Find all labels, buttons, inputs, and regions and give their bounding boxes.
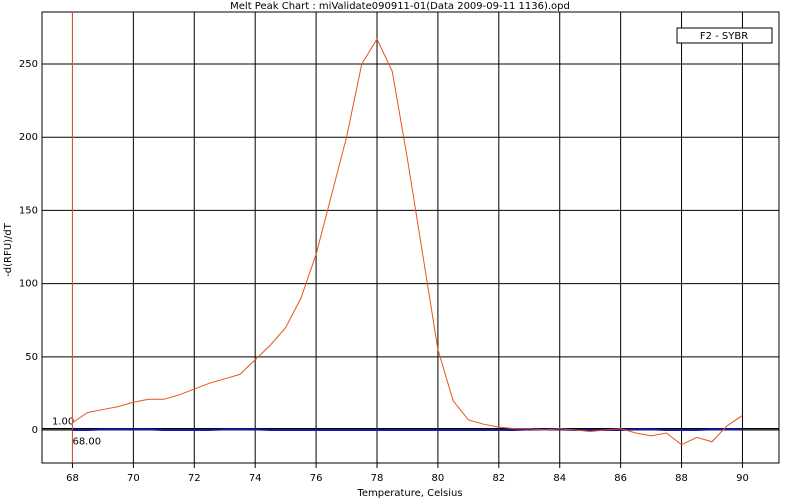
y-axis-label: -d(RFU)/dT <box>3 222 14 276</box>
threshold-label: 1.00 <box>52 417 74 428</box>
y-tick-label: 200 <box>19 132 38 143</box>
legend-box <box>676 27 773 44</box>
x-tick-label: 68 <box>66 473 79 484</box>
x-tick-label: 90 <box>736 473 749 484</box>
legend-label: F2 - SYBR <box>700 31 748 42</box>
y-tick-label: 150 <box>19 205 38 216</box>
series-line <box>72 428 743 432</box>
x-tick-label: 76 <box>310 473 323 484</box>
y-tick-label: 50 <box>25 352 38 363</box>
x-axis-label: Temperature, Celsius <box>356 488 462 499</box>
x-tick-label: 84 <box>553 473 566 484</box>
cursor-label: 68.00 <box>72 437 101 448</box>
x-tick-label: 80 <box>432 473 445 484</box>
y-tick-label: 250 <box>19 59 38 70</box>
x-tick-label: 88 <box>675 473 688 484</box>
x-tick-label: 70 <box>127 473 140 484</box>
y-tick-label: 100 <box>19 279 38 290</box>
y-tick-label: 0 <box>32 425 38 436</box>
x-tick-label: 82 <box>492 473 505 484</box>
plot-area <box>41 11 780 464</box>
x-tick-label: 72 <box>188 473 201 484</box>
x-tick-label: 86 <box>614 473 627 484</box>
chart-title: Melt Peak Chart : miValidate090911-01(Da… <box>230 1 570 12</box>
x-tick-label: 78 <box>371 473 384 484</box>
series-line <box>72 38 743 446</box>
x-tick-label: 74 <box>249 473 262 484</box>
